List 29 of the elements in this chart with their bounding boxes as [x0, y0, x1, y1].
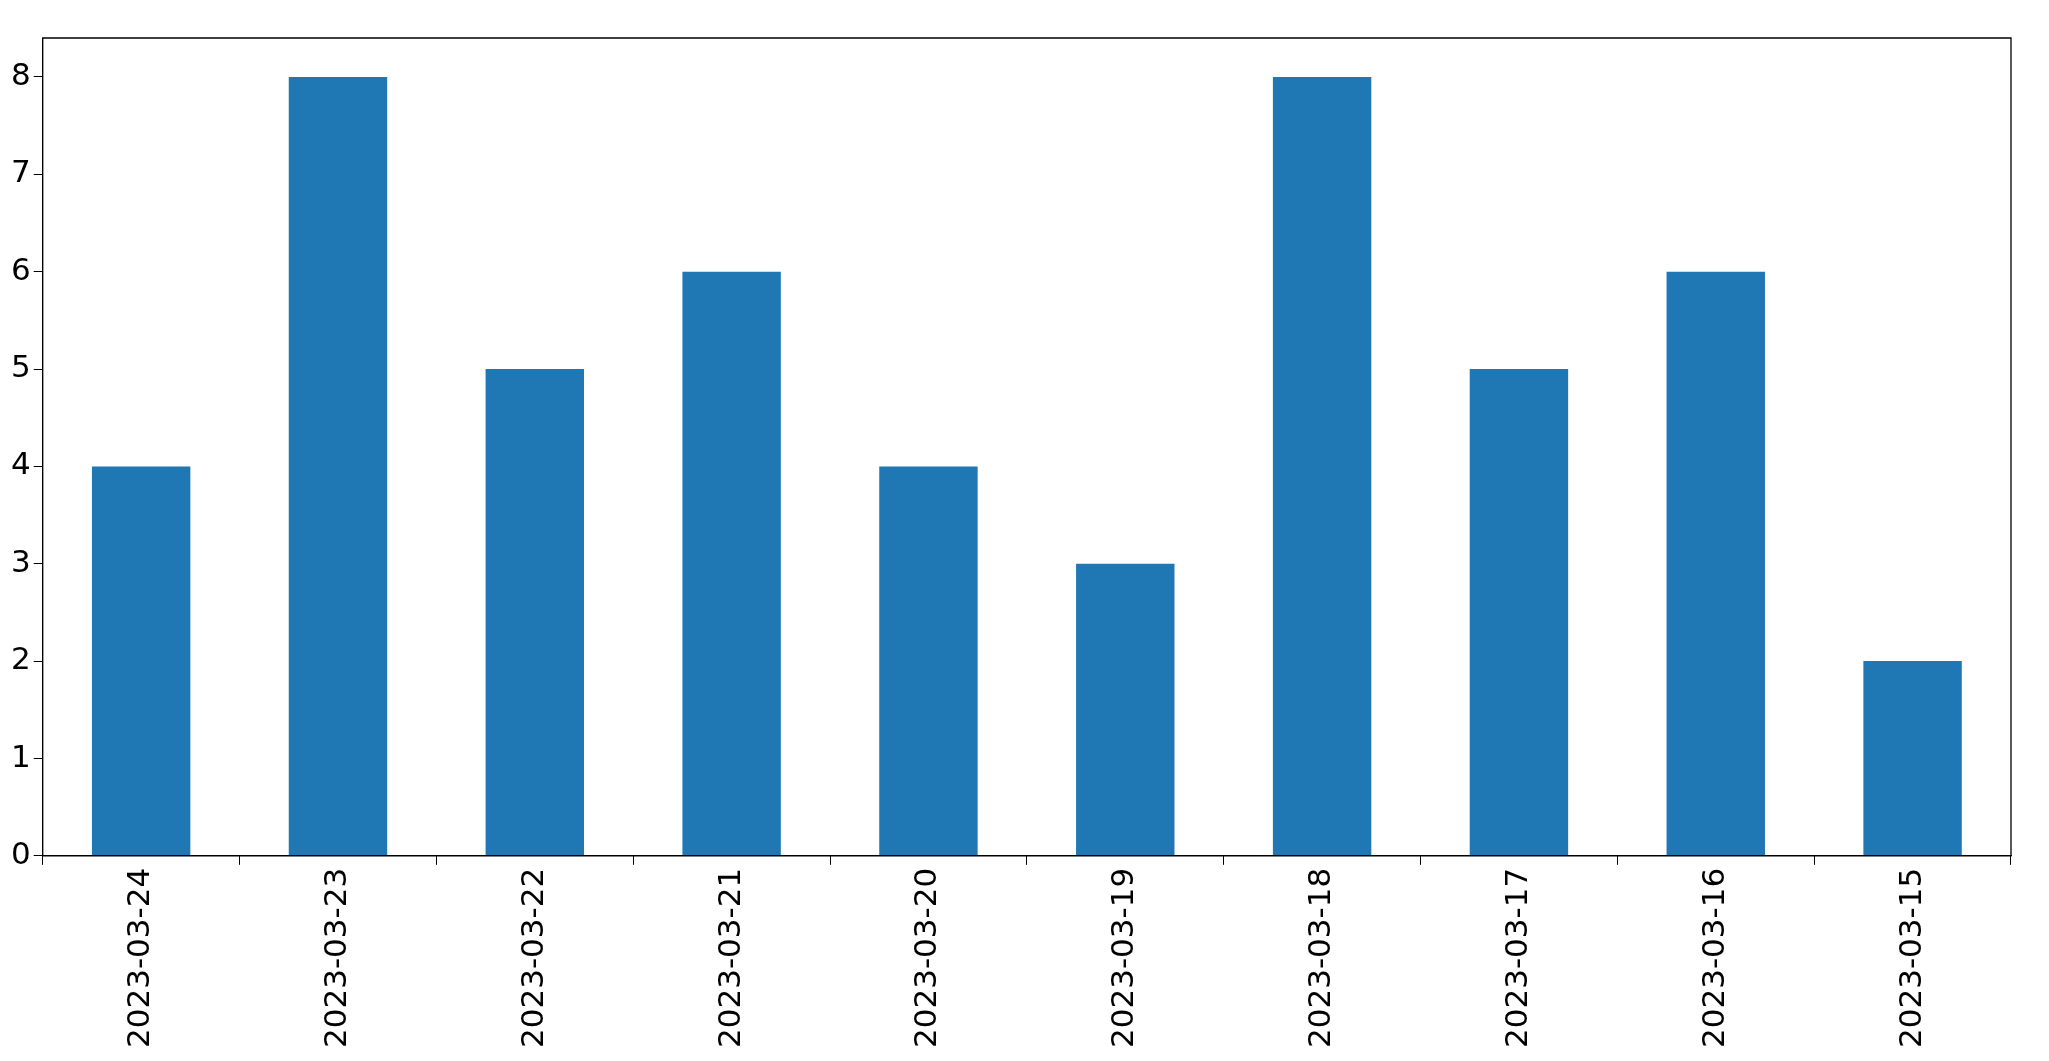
x-tick-label: 2023-03-24: [120, 867, 157, 1049]
x-tick-label: 2023-03-20: [907, 867, 944, 1049]
y-tick-label: 3: [10, 542, 31, 579]
x-tick-label: 2023-03-23: [317, 867, 354, 1049]
y-tick-label: 0: [10, 834, 31, 871]
x-tick-label: 2023-03-22: [513, 867, 550, 1049]
bar: [879, 466, 978, 856]
x-tick-label: 2023-03-16: [1694, 867, 1731, 1049]
bar: [288, 76, 388, 856]
y-tick-label: 2: [10, 640, 31, 677]
y-tick-label: 5: [10, 348, 31, 385]
bar: [1666, 271, 1765, 856]
bar: [1863, 661, 1962, 856]
bar: [1469, 369, 1569, 856]
y-tick-label: 6: [10, 250, 31, 287]
x-tick-label: 2023-03-19: [1104, 867, 1141, 1049]
x-tick-label: 2023-03-15: [1891, 867, 1928, 1049]
x-tick-label: 2023-03-21: [710, 867, 747, 1049]
y-tick-label: 1: [10, 737, 31, 774]
bar: [91, 466, 191, 856]
y-tick-label: 7: [10, 153, 31, 190]
y-tick-label: 8: [10, 55, 31, 92]
bar: [1076, 563, 1175, 856]
bar: [682, 271, 781, 856]
bar: [485, 369, 584, 856]
bar: [1272, 76, 1372, 856]
y-tick-label: 4: [10, 445, 31, 482]
x-tick-label: 2023-03-17: [1497, 867, 1534, 1049]
x-tick-label: 2023-03-18: [1301, 867, 1338, 1049]
